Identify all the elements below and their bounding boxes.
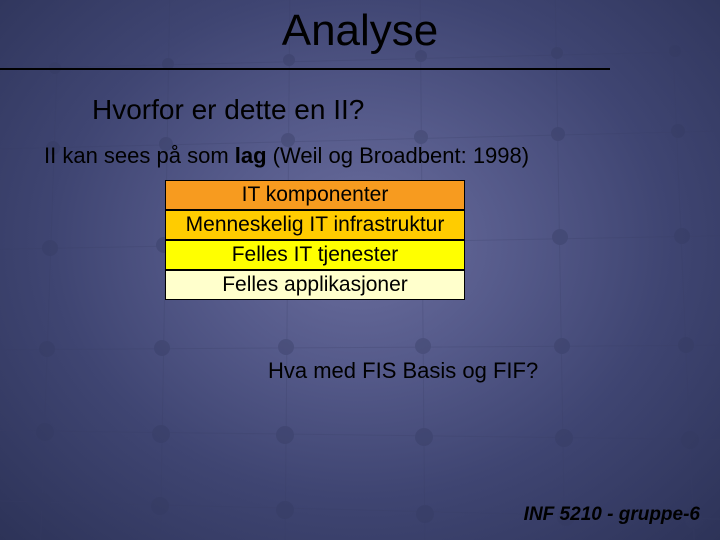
footer-text: INF 5210 - gruppe-6 <box>524 504 700 526</box>
layer-row: Felles applikasjoner <box>165 270 465 300</box>
layer-row: Menneskelig IT infrastruktur <box>165 210 465 240</box>
slide: Analyse Hvorfor er dette en II? II kan s… <box>0 0 720 540</box>
question-line: Hva med FIS Basis og FIF? <box>268 358 538 384</box>
subtitle: Hvorfor er dette en II? <box>92 94 364 126</box>
title-underline <box>0 68 610 70</box>
slide-title: Analyse <box>0 6 720 56</box>
body-line-1-bold: lag <box>235 143 267 168</box>
layer-row: Felles IT tjenester <box>165 240 465 270</box>
layer-row: IT komponenter <box>165 180 465 210</box>
body-line-1-pre: II kan sees på som <box>44 143 235 168</box>
body-line-1-post: (Weil og Broadbent: 1998) <box>267 143 530 168</box>
body-line-1: II kan sees på som lag (Weil og Broadben… <box>44 143 529 169</box>
layers-stack: IT komponenter Menneskelig IT infrastruk… <box>165 180 465 300</box>
